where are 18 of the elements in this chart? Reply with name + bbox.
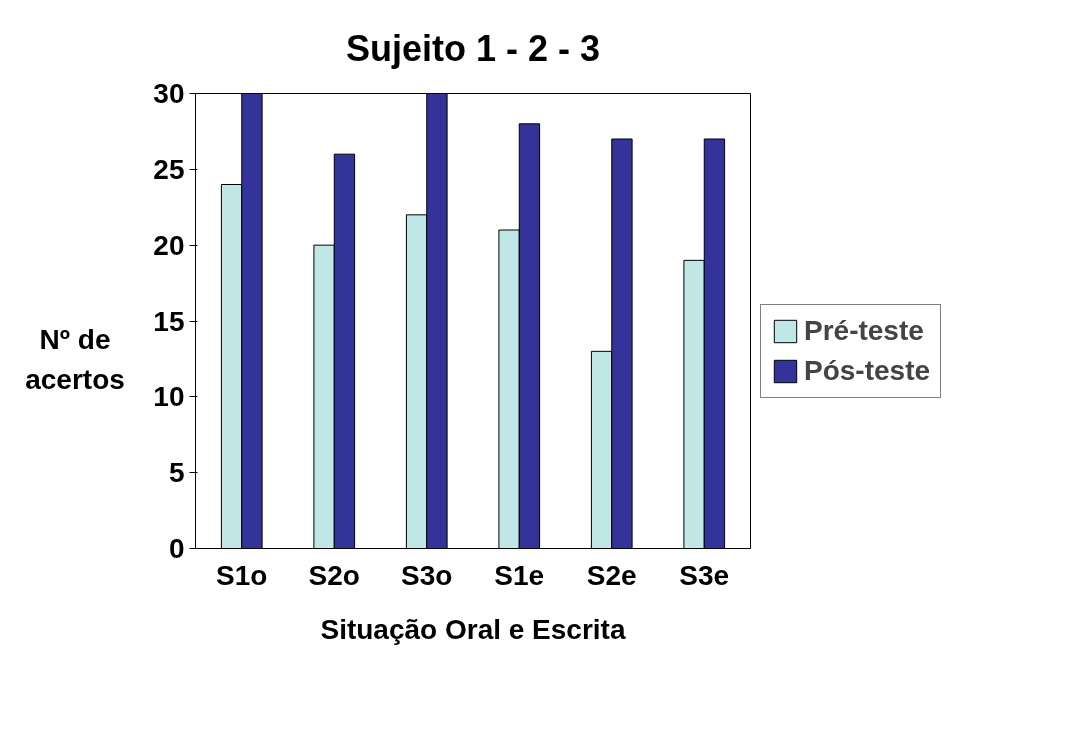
- chart-title: Sujeito 1 - 2 - 3: [345, 27, 601, 69]
- y-tick-label: 10: [153, 381, 185, 413]
- y-tick-label: 15: [153, 305, 185, 337]
- y-tick-label: 5: [168, 457, 185, 489]
- y-tick-label: 20: [153, 229, 185, 261]
- y-tick-label: 25: [153, 153, 185, 185]
- x-tick-label: S3e: [679, 559, 730, 591]
- y-tick-label: 0: [168, 533, 185, 564]
- x-tick-label: S2e: [586, 559, 637, 591]
- x-tick-label: S1e: [494, 559, 545, 591]
- y-tick-label: 30: [153, 78, 185, 109]
- legend-label: Pré-teste: [804, 315, 924, 347]
- x-tick-label: S1o: [216, 559, 268, 591]
- legend-label: Pós-teste: [804, 355, 931, 387]
- y-axis-title: Nº de acertos: [24, 323, 126, 397]
- x-tick-label: S3o: [401, 559, 453, 591]
- x-tick-label: S2o: [308, 559, 360, 591]
- x-axis-title: Situação Oral e Escrita: [320, 613, 626, 645]
